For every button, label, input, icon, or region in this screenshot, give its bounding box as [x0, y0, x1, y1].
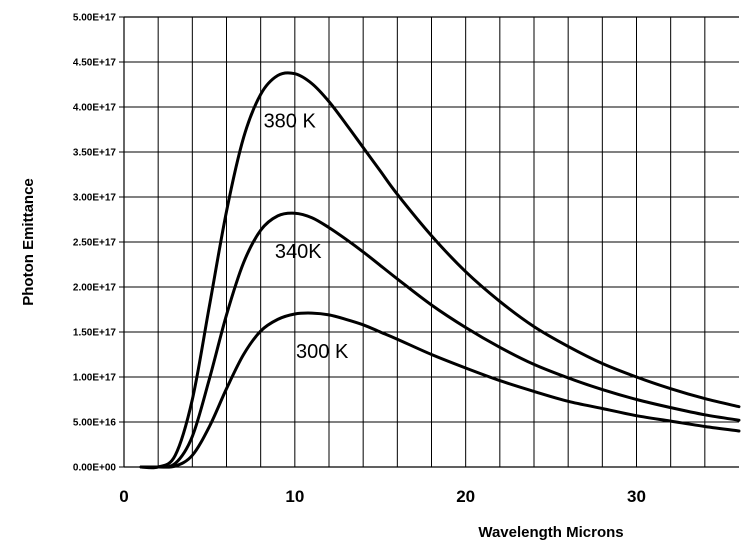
curve-annotation: 300 K	[296, 341, 349, 363]
y-tick-label: 3.00E+17	[73, 193, 117, 204]
grid	[124, 17, 739, 467]
curve-annotation: 340K	[275, 241, 322, 263]
y-tick-label: 2.00E+17	[73, 283, 117, 294]
curve-annotations: 380 K 340K 300 K	[264, 111, 349, 363]
x-tick-label: 10	[285, 487, 304, 506]
y-tick-label: 1.50E+17	[73, 328, 117, 339]
curve-annotation: 380 K	[264, 111, 317, 133]
y-tick-label: 5.00E+16	[73, 418, 117, 429]
y-tick-label: 4.00E+17	[73, 103, 117, 114]
y-tick-label: 4.50E+17	[73, 58, 117, 69]
series-curves	[139, 71, 741, 470]
y-tick-label: 5.00E+17	[73, 13, 117, 24]
x-tick-label: 0	[119, 487, 128, 506]
series-line	[139, 71, 741, 470]
y-tick-labels: 0.00E+00 5.00E+16 1.00E+17 1.50E+17 2.00E+17…	[73, 13, 117, 474]
y-tick-label: 1.00E+17	[73, 373, 117, 384]
x-tick-label: 30	[627, 487, 646, 506]
y-tick-label: 0.00E+00	[73, 463, 117, 474]
axes	[119, 16, 739, 468]
y-tick-label: 2.50E+17	[73, 238, 117, 249]
y-axis-title: Photon Emittance	[20, 178, 37, 306]
x-tick-labels: 0 10 20 30	[119, 487, 646, 506]
x-tick-label: 20	[456, 487, 475, 506]
x-axis-title: Wavelength Microns	[478, 524, 623, 541]
series-line	[139, 311, 741, 469]
series-line	[139, 211, 741, 469]
y-tick-label: 3.50E+17	[73, 148, 117, 159]
